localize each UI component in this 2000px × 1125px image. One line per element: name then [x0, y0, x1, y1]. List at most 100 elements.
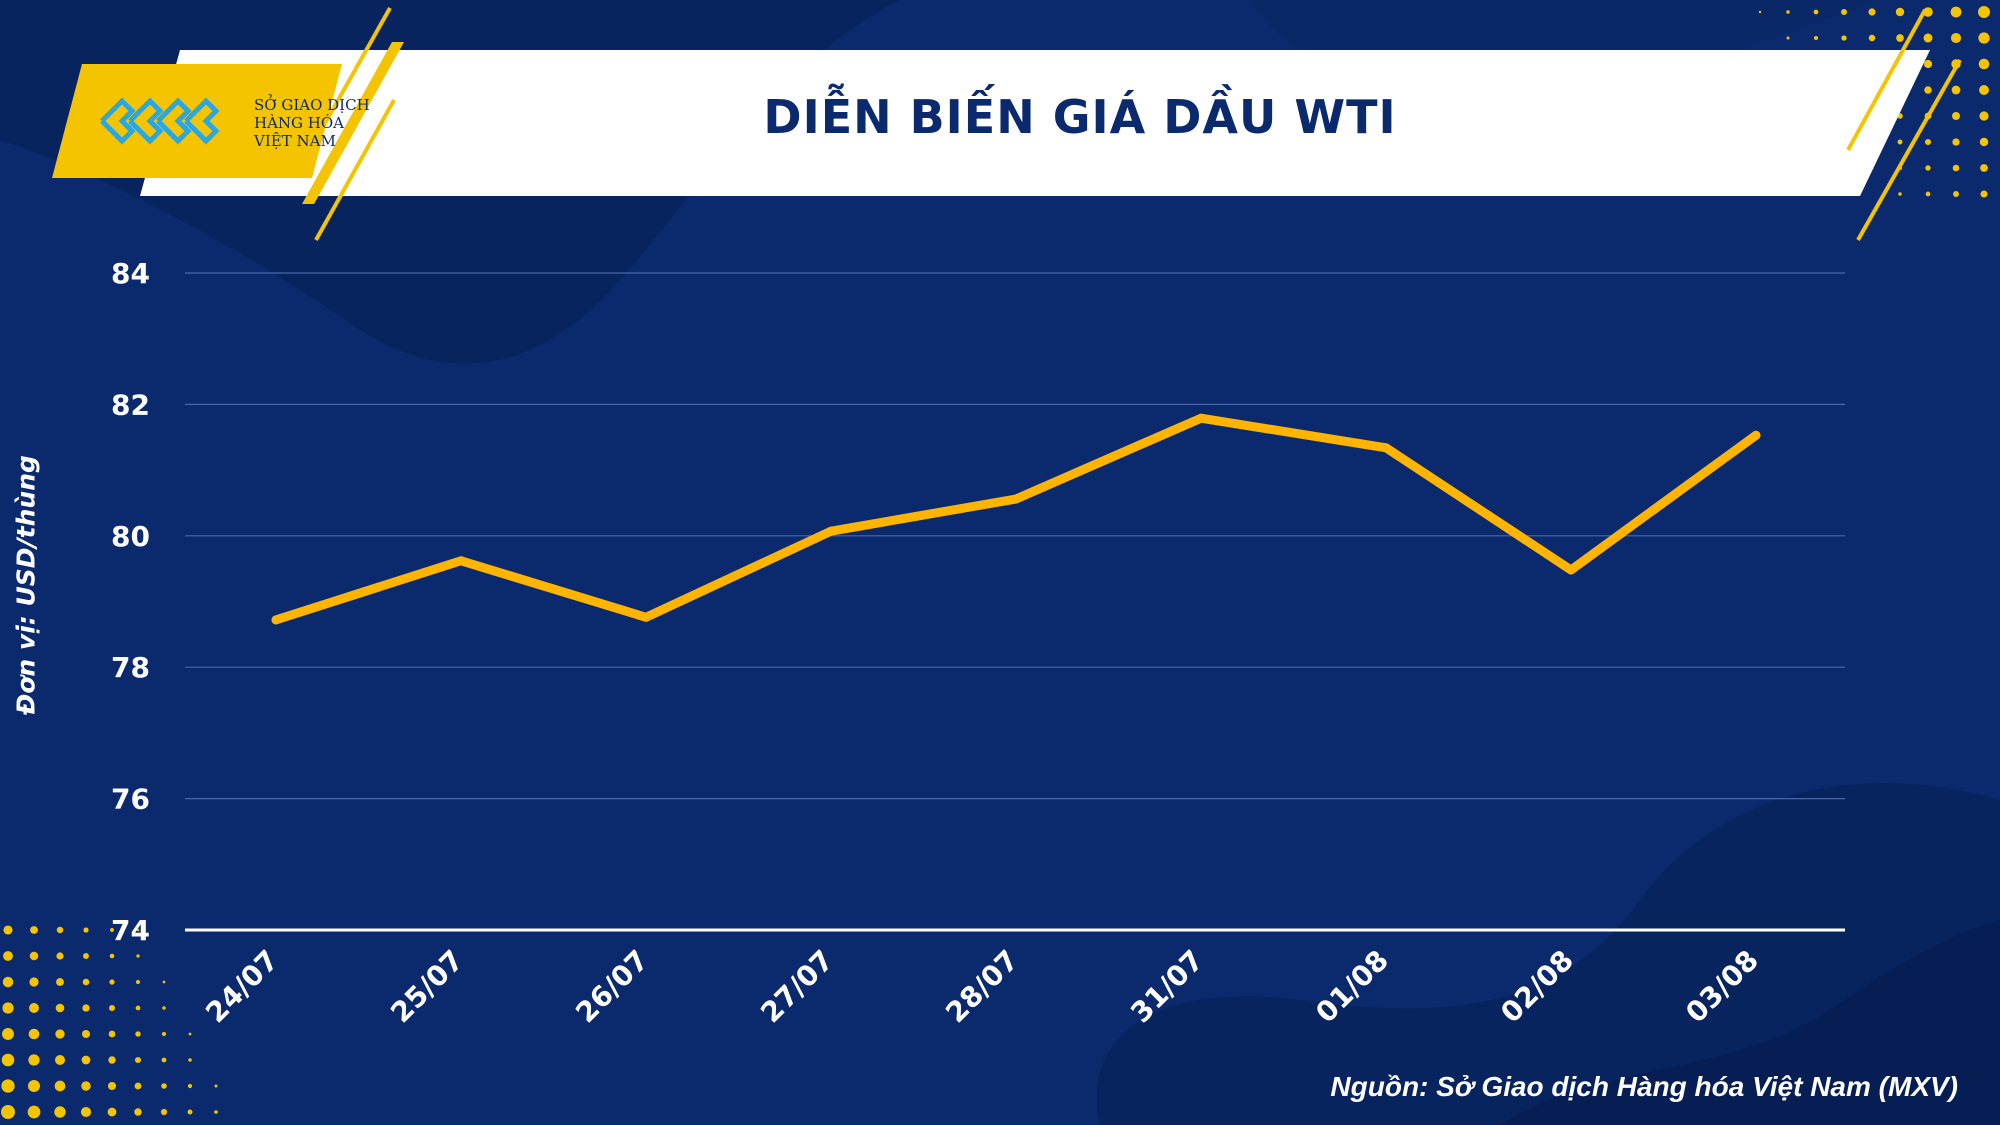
dot: [1978, 6, 1990, 18]
dot: [1979, 85, 1989, 95]
dot: [1925, 191, 1931, 197]
data-point: [641, 612, 651, 622]
mxv-logo: SỞ GIAO DỊCH HÀNG HÓA VIỆT NAM: [52, 64, 370, 178]
x-axis-ticks: 24/07 25/07 26/07 27/07 28/07 31/07 01/08 02/08…: [199, 944, 1765, 1030]
dot: [109, 1005, 115, 1011]
y-axis-ticks: 74 76 78 80 82 84: [111, 257, 150, 947]
dot: [134, 1108, 142, 1116]
y-tick-label: 76: [111, 783, 150, 816]
source-note: Nguồn: Sở Giao dịch Hàng hóa Việt Nam (M…: [1330, 1071, 1958, 1102]
dot: [82, 1004, 90, 1012]
x-tick-label: 01/08: [1309, 944, 1395, 1030]
dot: [134, 1056, 142, 1064]
dot: [1978, 58, 1990, 70]
dot: [107, 1081, 117, 1091]
dot: [3, 925, 13, 935]
dot: [109, 979, 115, 985]
dot: [136, 928, 140, 932]
dot: [1950, 32, 1962, 44]
dot: [30, 926, 38, 934]
dot: [1953, 191, 1959, 197]
dot: [188, 1032, 192, 1036]
dot: [187, 1109, 193, 1115]
dot: [108, 1056, 116, 1064]
dot: [1813, 9, 1819, 15]
dot: [1925, 165, 1931, 171]
dot: [214, 1084, 218, 1088]
y-tick-label: 84: [111, 257, 150, 290]
y-tick-label: 74: [111, 914, 150, 947]
dot: [1897, 139, 1903, 145]
dot: [214, 1110, 218, 1114]
dot: [1979, 137, 1989, 147]
dot: [160, 1108, 168, 1116]
dot: [29, 951, 39, 961]
dot: [1868, 8, 1876, 16]
dot: [1923, 59, 1933, 69]
dot: [56, 978, 64, 986]
dot: [1841, 35, 1847, 41]
dot: [1952, 164, 1960, 172]
dot: [83, 927, 89, 933]
dot: [3, 951, 13, 961]
dot: [1979, 111, 1989, 121]
logo-text-line-2: HÀNG HÓA: [254, 114, 344, 132]
chart-title: DIỄN BIẾN GIÁ DẦU WTI: [763, 90, 1397, 144]
data-point: [1566, 565, 1576, 575]
dot: [80, 1106, 92, 1118]
dot: [1978, 32, 1990, 44]
dot: [29, 977, 39, 987]
dot: [187, 1083, 193, 1089]
dot: [1841, 9, 1847, 15]
dot: [82, 978, 90, 986]
dot: [1952, 138, 1960, 146]
dot: [1923, 7, 1933, 17]
dot: [161, 1031, 167, 1037]
dot: [1950, 6, 1962, 18]
dot: [162, 1006, 166, 1010]
dot: [136, 980, 140, 984]
dot: [28, 1028, 40, 1040]
x-tick-label: 28/07: [939, 944, 1025, 1030]
dot: [1, 1053, 15, 1067]
header-banner: [140, 50, 1930, 196]
logo-emblem: [52, 64, 342, 178]
dot: [1951, 85, 1961, 95]
y-tick-label: 78: [111, 651, 150, 684]
data-point: [456, 556, 466, 566]
dot: [1952, 112, 1960, 120]
dot: [1924, 86, 1932, 94]
series-layer: [271, 413, 1761, 625]
data-point: [826, 526, 836, 536]
dot: [55, 1029, 65, 1039]
logo-text-line-1: SỞ GIAO DỊCH: [254, 96, 370, 114]
dot: [81, 1055, 91, 1065]
dot: [109, 953, 115, 959]
dot: [1786, 10, 1790, 14]
dot: [81, 1081, 91, 1091]
dot: [2, 976, 14, 988]
x-tick-label: 31/07: [1124, 944, 1210, 1030]
dot: [54, 1106, 66, 1118]
dot: [161, 1057, 167, 1063]
logo-text-line-3: VIỆT NAM: [254, 132, 336, 150]
dot: [2, 1028, 14, 1040]
y-tick-label: 82: [111, 388, 150, 421]
x-tick-label: 26/07: [569, 944, 655, 1030]
dot: [28, 1054, 40, 1066]
dot: [135, 1005, 141, 1011]
dot: [82, 1030, 90, 1038]
dot: [162, 980, 166, 984]
x-tick-label: 27/07: [754, 944, 840, 1030]
dot: [135, 1031, 141, 1037]
series-line: [271, 413, 1761, 625]
dot: [1786, 36, 1790, 40]
dot: [136, 954, 140, 958]
y-axis-title: Đơn vị: USD/thùng: [11, 455, 41, 715]
dot: [55, 1003, 65, 1013]
x-tick-label: 25/07: [384, 944, 470, 1030]
dot: [161, 1083, 167, 1089]
y-tick-label: 80: [111, 520, 150, 553]
